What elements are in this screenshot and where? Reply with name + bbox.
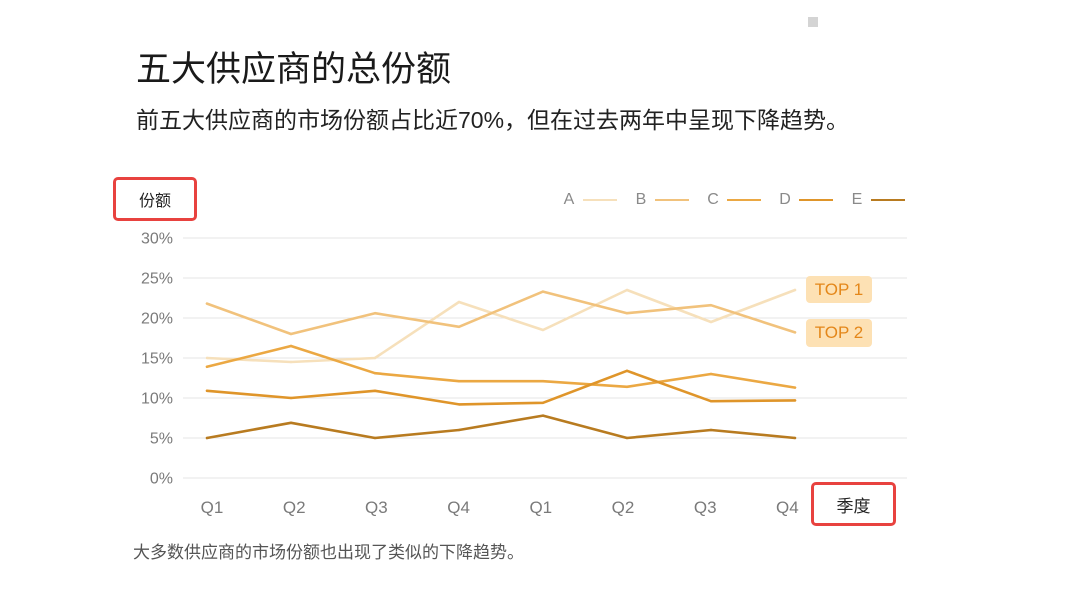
data-point (373, 356, 377, 360)
data-point (289, 344, 293, 348)
y-tick-label: 15% (141, 351, 173, 368)
series-a (205, 288, 797, 364)
data-point (373, 372, 377, 375)
data-point (793, 288, 797, 292)
y-tick-label: 25% (141, 271, 173, 288)
data-point (709, 304, 713, 307)
data-point (793, 331, 797, 334)
legend-label: A (563, 191, 575, 208)
data-point (373, 389, 377, 392)
y-axis-ticks: 0% 5% 10% 15% 20% 25% 30% (141, 231, 173, 488)
legend-swatch (655, 199, 689, 201)
x-tick-label: Q1 (529, 498, 552, 517)
data-point (457, 403, 461, 406)
series-lines (205, 288, 797, 440)
data-point (625, 385, 629, 388)
legend-item-d: D (778, 189, 833, 211)
legend-swatch (583, 199, 617, 201)
legend-label: D (779, 191, 791, 208)
data-point (205, 365, 209, 368)
footnote: 大多数供应商的市场份额也出现了类似的下降趋势。 (133, 543, 524, 562)
data-point (541, 401, 545, 404)
data-point (373, 436, 377, 440)
legend-item-c: C (706, 189, 761, 211)
data-point (625, 288, 629, 292)
x-axis-label: 季度 (836, 496, 871, 516)
x-axis-label-highlight: 季度 (811, 482, 896, 526)
y-tick-label: 5% (150, 431, 173, 448)
legend-item-b: B (634, 189, 689, 211)
x-tick-label: Q4 (776, 498, 799, 517)
y-tick-label: 10% (141, 391, 173, 408)
data-point (793, 386, 797, 389)
data-point (625, 436, 629, 440)
series-line (205, 344, 797, 389)
y-axis-label-highlight: 份额 (113, 177, 197, 221)
legend: A B C D E (562, 189, 905, 211)
data-point (541, 290, 545, 293)
data-point (709, 372, 713, 376)
legend-label: E (851, 191, 863, 208)
data-point (457, 300, 461, 304)
annotation-top-1-badge: TOP 1 (806, 276, 872, 303)
data-point (625, 369, 629, 372)
x-tick-label: Q3 (365, 498, 388, 517)
series-e (205, 414, 797, 440)
chart-subtitle: 前五大供应商的市场份额占比近70%，但在过去两年中呈现下降趋势。 (136, 107, 850, 133)
data-point (709, 428, 713, 432)
data-point (289, 360, 293, 364)
data-point (625, 312, 629, 315)
chart-title: 五大供应商的总份额 (136, 50, 452, 89)
data-point (709, 400, 713, 403)
y-tick-label: 0% (150, 471, 173, 488)
data-point (373, 312, 377, 315)
corner-marker (808, 17, 818, 27)
data-point (457, 325, 461, 328)
series-d (205, 369, 797, 406)
x-tick-label: Q3 (694, 498, 717, 517)
data-point (289, 421, 293, 424)
series-line (205, 288, 797, 364)
data-point (457, 380, 461, 383)
x-tick-label: Q1 (201, 498, 224, 517)
data-point (205, 356, 209, 360)
series-line (205, 369, 797, 406)
x-tick-label: Q2 (283, 498, 306, 517)
data-point (289, 396, 293, 400)
series-line (205, 290, 797, 336)
data-point (793, 436, 797, 440)
series-b (205, 290, 797, 336)
legend-label: B (635, 191, 647, 208)
data-point (457, 428, 461, 432)
data-point (541, 414, 545, 417)
data-point (793, 399, 797, 402)
data-point (205, 436, 209, 440)
legend-swatch (727, 199, 761, 201)
x-tick-label: Q4 (447, 498, 470, 517)
data-point (289, 332, 293, 336)
y-tick-label: 30% (141, 231, 173, 248)
series-line (205, 414, 797, 440)
legend-item-e: E (850, 189, 905, 211)
y-axis-label: 份额 (138, 193, 171, 210)
data-point (205, 389, 209, 392)
legend-swatch (871, 199, 905, 201)
data-point (709, 320, 713, 324)
x-axis-ticks: Q1 Q2 Q3 Q4 Q1 Q2 Q3 Q4 (201, 498, 799, 517)
data-point (541, 328, 545, 332)
grid-lines (183, 237, 907, 479)
series-c (205, 344, 797, 389)
annotation-top-2-badge: TOP 2 (806, 319, 872, 347)
data-point (205, 302, 209, 305)
data-point (541, 380, 545, 383)
legend-label: C (707, 191, 719, 208)
legend-item-a: A (562, 189, 617, 211)
y-tick-label: 20% (141, 311, 173, 328)
legend-swatch (799, 199, 833, 201)
x-tick-label: Q2 (612, 498, 635, 517)
